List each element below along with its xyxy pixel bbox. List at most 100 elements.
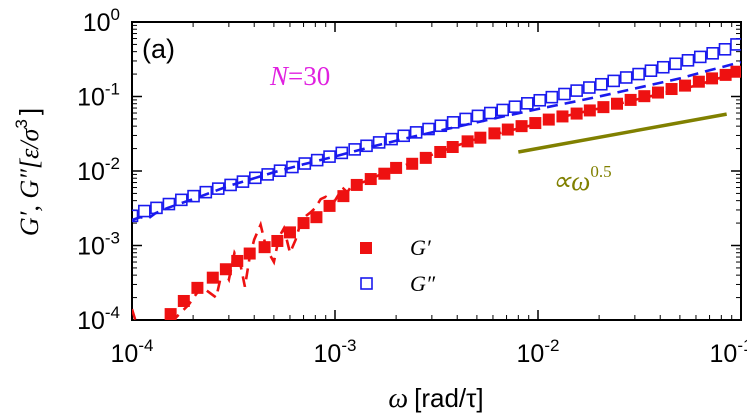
g-prime-point <box>719 68 732 81</box>
g-double-prime-point <box>644 64 658 77</box>
y-tick-label: 10-2 <box>77 154 120 186</box>
y-tick-label: 10-3 <box>77 229 120 261</box>
g-double-prime-point <box>335 146 349 160</box>
g-double-prime-point <box>471 109 485 123</box>
g-double-prime-point <box>496 103 509 117</box>
g-prime-point <box>283 226 296 239</box>
g-double-prime-point <box>372 136 386 149</box>
g-double-prime-point <box>632 67 645 81</box>
g-prime-point <box>706 72 719 85</box>
g-double-prime-point <box>521 97 534 110</box>
g-double-prime-point <box>286 160 299 174</box>
g-prime-point <box>297 217 310 230</box>
g-prime-point <box>474 131 487 144</box>
g-prime-point <box>597 101 610 114</box>
g-prime-point <box>461 135 474 148</box>
g-prime-point <box>206 271 219 284</box>
g-prime-point <box>556 110 569 123</box>
g-double-prime-point <box>348 143 361 156</box>
g-prime-point <box>164 308 177 320</box>
g-prime-point <box>364 173 377 186</box>
g-prime-point <box>177 294 190 307</box>
g-prime-point <box>692 75 705 88</box>
g-double-prime-point <box>434 119 448 133</box>
g-double-prime-point <box>323 150 336 163</box>
data-markers <box>132 38 741 320</box>
g-prime-point <box>337 190 350 203</box>
g-prime-point <box>679 79 692 92</box>
g-double-prime-point <box>558 87 571 101</box>
g-double-prime-point <box>483 106 497 120</box>
g-prime-point <box>488 127 501 140</box>
g-prime-point <box>419 151 432 164</box>
g-double-prime-point <box>669 57 682 71</box>
slope-label: ∝ω0.5 <box>552 162 612 196</box>
g-double-prime-point <box>594 77 608 91</box>
x-tick-label: 10-1 <box>710 336 747 368</box>
g-double-prime-point <box>459 112 472 126</box>
g-prime-point <box>638 90 651 103</box>
g-double-prime-dashed-curve <box>132 60 741 222</box>
g-double-prime-point <box>132 209 139 223</box>
legend-label-g-double-prime: G″ <box>410 271 436 296</box>
g-double-prime-point <box>730 38 741 51</box>
g-double-prime-point <box>211 182 225 195</box>
g-prime-point <box>310 211 323 224</box>
simulation-curves <box>132 60 741 320</box>
g-prime-point <box>665 83 678 96</box>
major-ticks <box>131 21 742 321</box>
g-prime-point <box>406 157 419 170</box>
g-prime-point <box>434 145 447 158</box>
g-prime-point <box>390 161 403 174</box>
g-prime-point <box>378 167 391 180</box>
legend-label-g-prime: G′ <box>410 235 432 260</box>
g-double-prime-point <box>298 157 312 170</box>
g-double-prime-point <box>175 193 188 207</box>
y-tick-labels: 10-4 10-3 10-2 10-1 100 <box>77 5 120 335</box>
g-double-prime-point <box>656 60 670 74</box>
chain-length-annotation: N=30 <box>269 61 330 91</box>
g-double-prime-point <box>224 178 237 192</box>
y-axis-title: G′, G″[ε/σ3] <box>12 108 44 236</box>
g-double-prime-point <box>397 129 411 143</box>
g-prime-point <box>651 86 664 99</box>
g-prime-point <box>515 120 528 133</box>
g-double-prime-point <box>718 43 732 56</box>
g-prime-point <box>231 254 244 267</box>
x-tick-label: 10-2 <box>517 336 560 368</box>
minor-ticks <box>132 22 741 320</box>
g-prime-point <box>730 65 741 78</box>
g-double-prime-point <box>236 175 250 188</box>
g-double-prime-point <box>422 122 435 136</box>
g-prime-point <box>611 97 624 110</box>
g-double-prime-point <box>693 50 707 64</box>
g-double-prime-point <box>706 47 719 60</box>
g-prime-point <box>350 178 363 191</box>
y-tick-label: 10-1 <box>77 80 120 112</box>
g-prime-point <box>243 247 256 260</box>
g-double-prime-point <box>187 189 200 203</box>
x-axis-title: ω [rad/τ] <box>388 383 483 414</box>
g-double-prime-point <box>409 126 423 139</box>
g-double-prime-point <box>583 81 596 94</box>
g-double-prime-point <box>150 201 163 215</box>
g-double-prime-point <box>681 54 695 67</box>
g-double-prime-point <box>508 100 522 113</box>
g-double-prime-point <box>570 84 583 97</box>
x-tick-label: 10-3 <box>314 336 357 368</box>
g-prime-point <box>624 93 637 106</box>
g-prime-point <box>191 281 204 294</box>
plot-frame <box>131 21 742 321</box>
slope-line <box>518 112 727 154</box>
slope-guide <box>518 112 727 154</box>
g-prime-point <box>542 113 555 126</box>
g-double-prime-point <box>249 171 262 185</box>
g-prime-point <box>258 241 271 254</box>
g-double-prime-point <box>607 74 621 88</box>
g-double-prime-point <box>162 197 176 211</box>
g-prime-point <box>323 199 336 212</box>
g-double-prime-point <box>533 93 547 107</box>
g-double-prime-point <box>385 132 398 146</box>
y-tick-label: 10-4 <box>77 303 120 335</box>
